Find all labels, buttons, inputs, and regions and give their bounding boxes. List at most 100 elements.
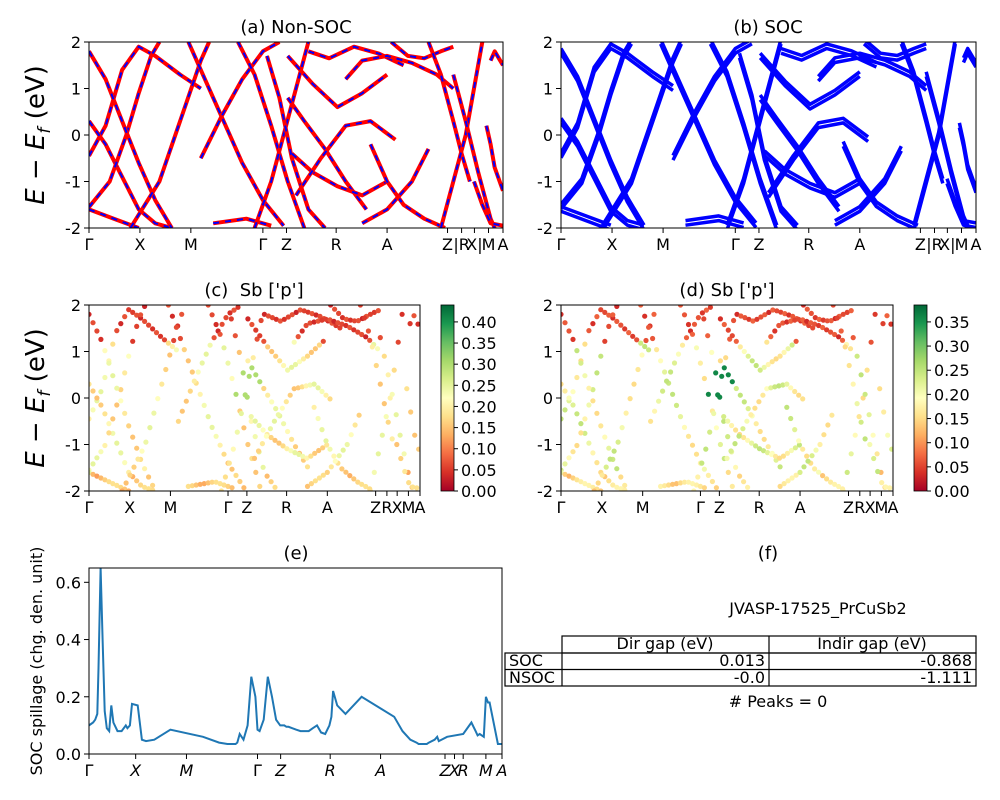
projection-point — [181, 347, 187, 353]
projection-point — [248, 418, 254, 424]
projection-point — [691, 488, 697, 491]
projection-point — [375, 451, 381, 457]
projection-point — [355, 329, 361, 335]
projection-point — [776, 383, 782, 389]
projection-point — [142, 318, 148, 324]
projection-point — [159, 381, 165, 387]
projection-point — [590, 321, 596, 327]
projection-point — [209, 479, 215, 485]
projection-point — [336, 310, 342, 316]
projection-point — [414, 485, 420, 491]
projection-point — [102, 477, 108, 483]
panel-d-title: (d) Sb ['p'] — [679, 280, 774, 301]
projection-point — [389, 391, 395, 397]
table-row-soc-dir: 0.013 — [719, 651, 765, 670]
projection-point — [761, 436, 767, 442]
y-tick-label: 0 — [543, 389, 553, 408]
projection-point — [887, 485, 893, 491]
projection-point — [245, 316, 251, 322]
projection-point — [848, 451, 854, 457]
y-tick-label: -2 — [537, 482, 553, 501]
projection-point — [729, 422, 735, 429]
projection-point — [872, 311, 878, 317]
projection-point — [359, 481, 365, 487]
table-row-soc-label: SOC — [509, 651, 543, 670]
projection-point — [762, 312, 768, 318]
x-tick-label: Z — [241, 498, 252, 517]
projection-point — [90, 471, 96, 477]
projection-point — [94, 473, 100, 479]
panel-a-bands — [89, 42, 503, 228]
band-line-nsoc-dashed — [237, 42, 306, 228]
projection-point — [792, 445, 799, 451]
projection-point — [622, 487, 628, 491]
x-tick-label: Z — [439, 761, 452, 780]
projection-point — [98, 389, 104, 395]
projection-point — [591, 488, 597, 491]
projection-point — [574, 411, 580, 417]
projection-point — [574, 374, 580, 381]
projection-point — [404, 386, 410, 392]
y-tick-label: -2 — [537, 219, 553, 238]
projection-point — [812, 466, 818, 472]
projection-point — [335, 320, 341, 326]
projection-point — [598, 353, 604, 359]
projection-point — [736, 433, 742, 439]
projection-point — [590, 398, 596, 404]
projection-point — [717, 441, 724, 448]
projection-point — [110, 430, 116, 436]
projection-point — [574, 348, 580, 354]
projection-point — [875, 468, 881, 475]
projection-point — [598, 307, 604, 313]
projection-point — [574, 477, 580, 483]
y-tick-label: 0.2 — [56, 688, 81, 707]
projection-point — [273, 353, 279, 359]
projection-point — [800, 446, 806, 452]
projection-point — [760, 448, 767, 454]
projection-point — [367, 488, 373, 491]
projection-point — [377, 381, 383, 387]
projection-point — [703, 307, 710, 313]
projection-point — [757, 428, 763, 435]
projection-point — [881, 409, 887, 415]
projection-point — [373, 362, 379, 369]
y-tick-label: 1 — [71, 343, 81, 362]
projection-point — [119, 488, 125, 491]
projection-point — [300, 453, 306, 459]
x-tick-label: A — [322, 498, 333, 517]
x-tick-label: Γ — [224, 498, 233, 517]
projection-point — [777, 353, 783, 359]
projection-point — [197, 481, 203, 487]
projection-point — [94, 395, 100, 401]
projection-point — [301, 308, 307, 314]
projection-point — [731, 317, 737, 324]
y-tick-label: -1 — [537, 173, 553, 192]
projection-point — [241, 485, 247, 491]
projection-point — [332, 458, 338, 464]
projection-point — [864, 367, 870, 373]
projection-point — [285, 428, 291, 435]
projection-point — [666, 482, 672, 488]
panel-a-title: (a) Non-SOC — [240, 17, 351, 38]
projection-point — [245, 441, 251, 448]
projection-point — [173, 324, 179, 330]
projection-point — [778, 309, 784, 315]
projection-point — [578, 430, 584, 436]
projection-point — [385, 419, 391, 425]
projection-point — [721, 321, 727, 328]
projection-point — [256, 422, 262, 429]
projection-point — [832, 331, 838, 338]
projection-point — [856, 414, 862, 420]
projection-point — [102, 348, 108, 354]
band-line-nsoc-dashed — [489, 49, 503, 66]
band-line-soc-split — [671, 42, 751, 157]
projection-point — [635, 366, 641, 373]
x-tick-label: M — [482, 235, 496, 254]
band-line-soc — [758, 56, 861, 111]
projection-point — [383, 414, 389, 420]
projection-point — [143, 439, 149, 445]
colorbar-tick-label: 0.05 — [461, 461, 497, 480]
projection-point — [634, 337, 640, 343]
projection-point — [561, 416, 564, 422]
projection-point — [797, 469, 803, 475]
